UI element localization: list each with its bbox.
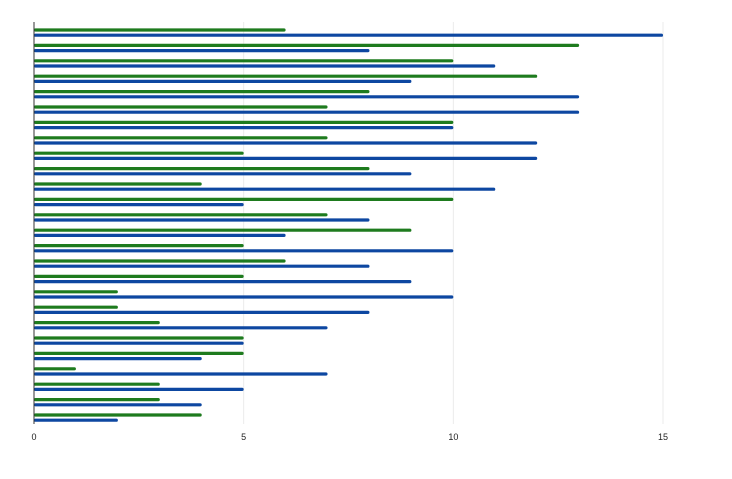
bar-1-series-1 xyxy=(34,28,286,32)
bar-3-series-1 xyxy=(34,59,454,63)
x-tick-label-10: 10 xyxy=(448,432,458,442)
bar-15-series-2 xyxy=(34,249,454,253)
bar-21-series-1 xyxy=(34,336,244,340)
bar-10-series-2 xyxy=(34,172,412,176)
bar-7-series-2 xyxy=(34,126,454,130)
bar-2-series-2 xyxy=(34,49,370,53)
x-tick-label-15: 15 xyxy=(658,432,668,442)
bar-26-series-1 xyxy=(34,413,202,417)
bar-3-series-2 xyxy=(34,64,496,68)
x-axis-ticks: 0 5 10 15 xyxy=(31,432,668,442)
x-tick-label-5: 5 xyxy=(241,432,246,442)
bar-25-series-2 xyxy=(34,403,202,407)
bar-18-series-2 xyxy=(34,295,454,299)
bar-6-series-2 xyxy=(34,110,580,114)
bar-1-series-2 xyxy=(34,33,663,37)
x-tick-label-0: 0 xyxy=(31,432,36,442)
bar-19-series-1 xyxy=(34,305,118,309)
bar-16-series-1 xyxy=(34,259,286,263)
bar-9-series-2 xyxy=(34,156,538,160)
bar-13-series-1 xyxy=(34,213,328,217)
bar-22-series-1 xyxy=(34,351,244,355)
bar-24-series-2 xyxy=(34,387,244,391)
grid-lines xyxy=(243,22,664,424)
bar-14-series-1 xyxy=(34,228,412,232)
bar-8-series-1 xyxy=(34,136,328,140)
bar-23-series-1 xyxy=(34,367,76,371)
bar-25-series-1 xyxy=(34,398,160,402)
bars xyxy=(34,28,663,422)
bar-20-series-2 xyxy=(34,326,328,330)
bar-2-series-1 xyxy=(34,43,580,47)
bar-23-series-2 xyxy=(34,372,328,376)
bar-12-series-1 xyxy=(34,197,454,201)
bar-11-series-1 xyxy=(34,182,202,186)
bar-8-series-2 xyxy=(34,141,538,145)
bar-17-series-1 xyxy=(34,274,244,278)
bar-6-series-1 xyxy=(34,105,328,109)
bar-17-series-2 xyxy=(34,280,412,284)
bar-5-series-1 xyxy=(34,90,370,94)
bar-12-series-2 xyxy=(34,203,244,207)
bar-24-series-1 xyxy=(34,382,160,386)
bar-9-series-1 xyxy=(34,151,244,155)
bar-10-series-1 xyxy=(34,167,370,171)
bar-7-series-1 xyxy=(34,120,454,124)
bar-22-series-2 xyxy=(34,357,202,361)
bar-11-series-2 xyxy=(34,187,496,191)
bar-19-series-2 xyxy=(34,310,370,314)
bar-4-series-2 xyxy=(34,79,412,83)
bar-15-series-1 xyxy=(34,244,244,248)
bar-5-series-2 xyxy=(34,95,580,99)
bar-13-series-2 xyxy=(34,218,370,222)
bar-21-series-2 xyxy=(34,341,244,345)
bar-14-series-2 xyxy=(34,233,286,237)
bar-4-series-1 xyxy=(34,74,538,78)
bar-20-series-1 xyxy=(34,321,160,325)
bar-26-series-2 xyxy=(34,418,118,422)
bar-16-series-2 xyxy=(34,264,370,268)
bar-18-series-1 xyxy=(34,290,118,294)
